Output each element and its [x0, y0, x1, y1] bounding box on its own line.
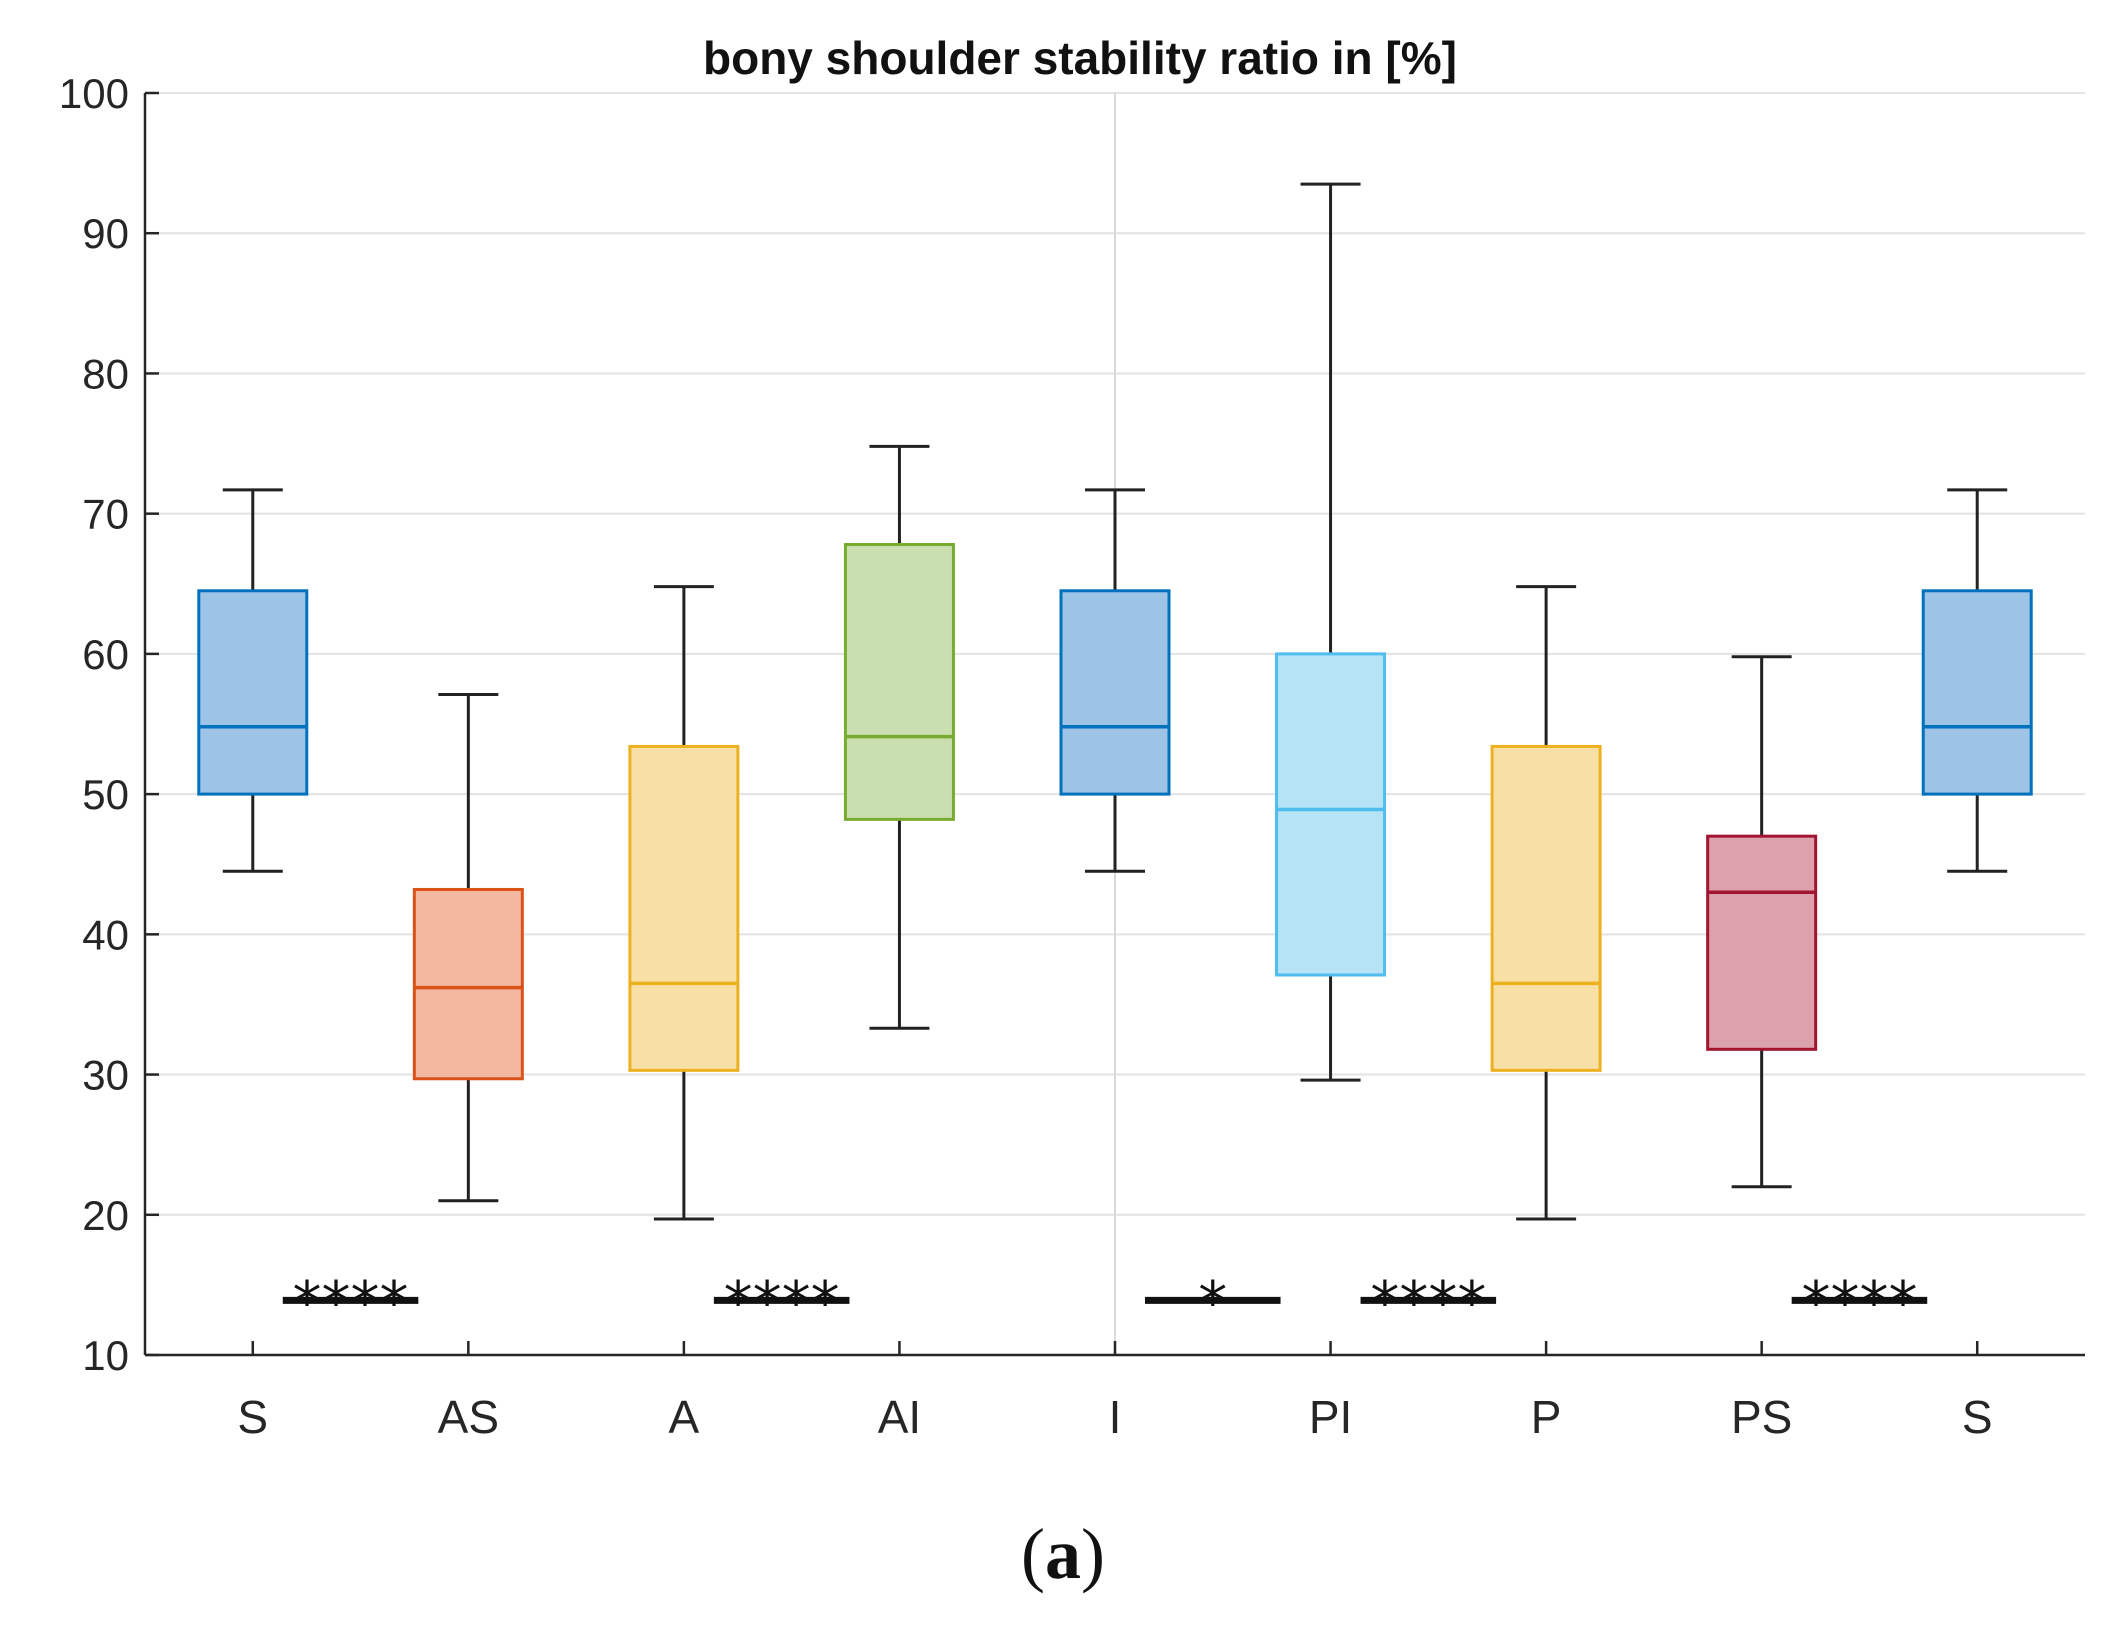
box-s [1921, 488, 2033, 873]
significance-marker: **** [1801, 1268, 1917, 1336]
y-tick-label: 30 [82, 1052, 129, 1099]
box-iqr [843, 543, 955, 821]
box-iqr [1059, 589, 1171, 796]
x-tick-label: AS [438, 1391, 499, 1443]
box-iqr [197, 589, 309, 796]
box-i [1059, 488, 1171, 873]
boxes [197, 182, 2033, 1221]
y-tick-label: 100 [59, 70, 129, 117]
y-tick-label: 60 [82, 631, 129, 678]
box-ai [843, 444, 955, 1030]
x-tick-label: P [1531, 1391, 1562, 1443]
y-tick-label: 50 [82, 771, 129, 818]
box-iqr [1921, 589, 2033, 796]
x-tick-label: AI [878, 1391, 921, 1443]
box-iqr [1275, 652, 1387, 977]
significance-ps-s: **** [1791, 1268, 1928, 1336]
x-tick-label: PI [1309, 1391, 1352, 1443]
significance-pi-p: **** [1360, 1268, 1497, 1336]
significance-marker: **** [293, 1268, 409, 1336]
axes: 10 20 30 40 50 60 70 80 90 100 S AS A AI I PI P PS S [59, 70, 2085, 1443]
y-tick-label: 70 [82, 491, 129, 538]
significance-markers: **** **** * **** **** [282, 1268, 1928, 1336]
x-tick-label: I [1109, 1391, 1122, 1443]
box-pi [1275, 182, 1387, 1082]
x-tick-label: PS [1731, 1391, 1792, 1443]
x-tick-label: S [1962, 1391, 1993, 1443]
box-s [197, 488, 309, 873]
significance-a-ai: **** [713, 1268, 850, 1336]
box-p [1490, 585, 1602, 1221]
chart-title: bony shoulder stability ratio in [%] [703, 32, 1457, 84]
y-tick-label: 90 [82, 210, 129, 257]
y-tick-label: 80 [82, 350, 129, 397]
box-a [628, 585, 740, 1221]
box-ps [1706, 655, 1818, 1189]
box-iqr [412, 887, 524, 1081]
y-tick-label: 40 [82, 911, 129, 958]
box-iqr [1490, 744, 1602, 1072]
significance-marker: **** [1370, 1268, 1486, 1336]
box-as [412, 693, 524, 1203]
significance-marker: * [1198, 1268, 1227, 1336]
figure-caption: (a) [1021, 1514, 1105, 1594]
y-tick-label: 20 [82, 1192, 129, 1239]
box-iqr [628, 744, 740, 1072]
x-tick-label: A [669, 1391, 700, 1443]
significance-i-pi: * [1145, 1268, 1281, 1336]
significance-marker: **** [724, 1268, 840, 1336]
box-iqr [1706, 834, 1818, 1051]
y-tick-label: 10 [82, 1332, 129, 1379]
significance-s-as: **** [282, 1268, 419, 1336]
x-tick-label: S [237, 1391, 268, 1443]
